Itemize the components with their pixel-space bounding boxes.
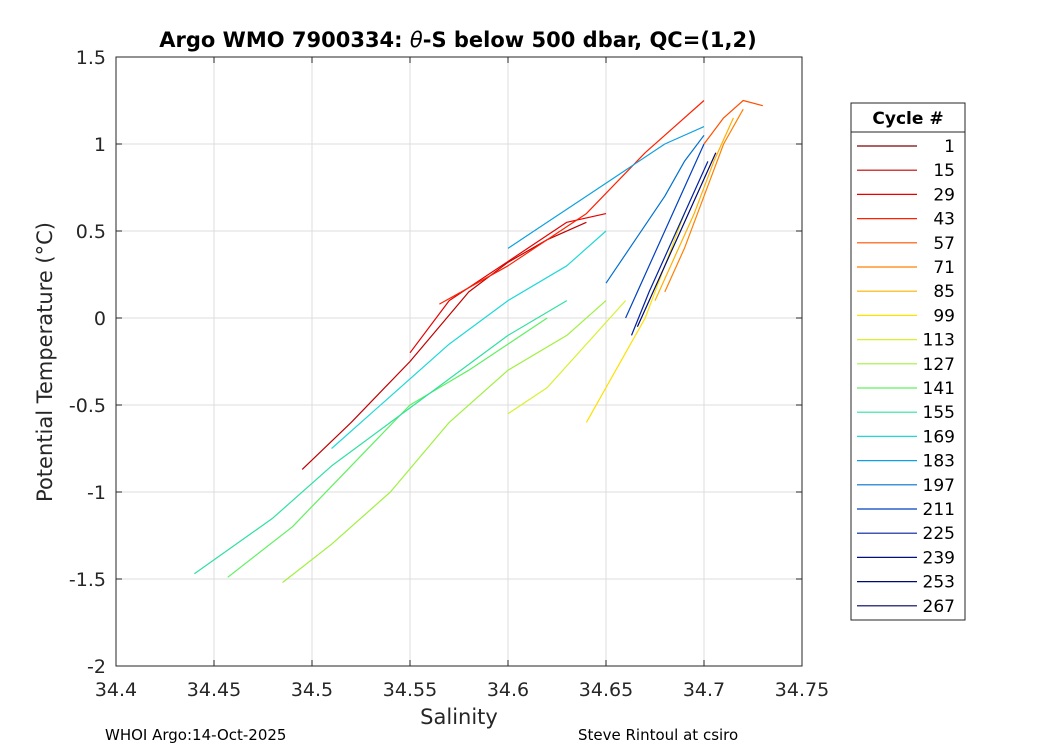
x-tick-label: 34.5 [291,679,333,701]
x-tick-labels: 34.4 34.45 34.5 34.55 34.6 34.65 34.7 34.75 [95,679,829,701]
series-line-7 [507,300,627,415]
chart-title: Argo WMO 7900334: θ-S below 500 dbar, QC… [159,28,756,52]
series-line-13 [605,134,705,284]
series-line-14 [625,143,705,319]
legend-label: 253 [923,573,955,593]
legend-box [850,102,966,621]
legend-label: 71 [933,258,955,278]
series-line-5 [654,117,734,301]
legend-label: 225 [923,524,955,544]
series-line-1 [409,213,607,354]
legend-label: 127 [923,355,955,375]
legend-label: 113 [923,331,955,351]
series-line-8 [282,300,607,583]
y-tick-label: 0 [94,308,106,330]
legend-label: 211 [923,500,955,520]
y-tick-label: -2 [87,656,106,678]
legend-label: 141 [923,379,955,399]
series-line-12 [507,126,705,249]
x-tick-label: 34.75 [775,679,829,701]
series-line-3 [703,99,763,145]
legend-label: 155 [923,403,955,423]
legend-label: 29 [933,185,955,205]
footer-left: WHOI Argo:14-Oct-2025 [105,726,286,744]
plot-frame [115,56,803,667]
tick-marks [115,56,803,667]
legend-label: 183 [923,452,955,472]
series-line-10 [194,300,568,575]
series-line-2 [439,100,705,305]
legend: Cycle # 1 15 29 43 57 71 85 99 113 127 141 155 169 18… [850,102,966,621]
y-axis-label: Potential Temperature (°C) [33,222,57,502]
series-line-4 [664,108,744,293]
legend-label: 239 [923,548,955,568]
y-tick-label: 1 [94,134,106,156]
y-tick-label: -1 [87,482,106,504]
legend-label: 57 [933,234,955,254]
series-line-9 [227,317,548,578]
legend-label: 169 [923,427,955,447]
series-line-15 [630,161,709,336]
series-line-11 [331,230,607,449]
x-tick-label: 34.6 [487,679,529,701]
x-tick-label: 34.65 [579,679,633,701]
legend-label: 267 [923,597,955,617]
x-tick-label: 34.45 [187,679,241,701]
x-tick-label: 34.4 [95,679,137,701]
legend-label: 15 [933,161,955,181]
series-line-6 [585,213,685,423]
x-tick-label: 34.55 [383,679,437,701]
y-tick-label: 0.5 [76,221,106,243]
x-axis-label: Salinity [420,705,498,729]
y-tick-label: 1.5 [76,47,106,69]
legend-label: 99 [933,306,955,326]
legend-title: Cycle # [872,109,943,129]
plot-area [116,57,802,666]
legend-label: 85 [933,282,955,302]
legend-label: 1 [944,137,955,157]
x-tick-label: 34.7 [683,679,725,701]
y-tick-label: -0.5 [69,395,106,417]
series-line-16 [636,152,717,327]
series-layer [194,99,763,583]
y-tick-labels: -2 -1.5 -1 -0.5 0 0.5 1 1.5 [69,47,106,678]
legend-label: 197 [923,476,955,496]
grid-lines [115,56,803,667]
legend-items: 1 15 29 43 57 71 85 99 113 127 141 155 169 183 197 211 2… [857,137,955,617]
y-tick-label: -1.5 [69,569,106,591]
footer-right: Steve Rintoul at csiro [578,726,738,744]
legend-label: 43 [933,210,955,230]
